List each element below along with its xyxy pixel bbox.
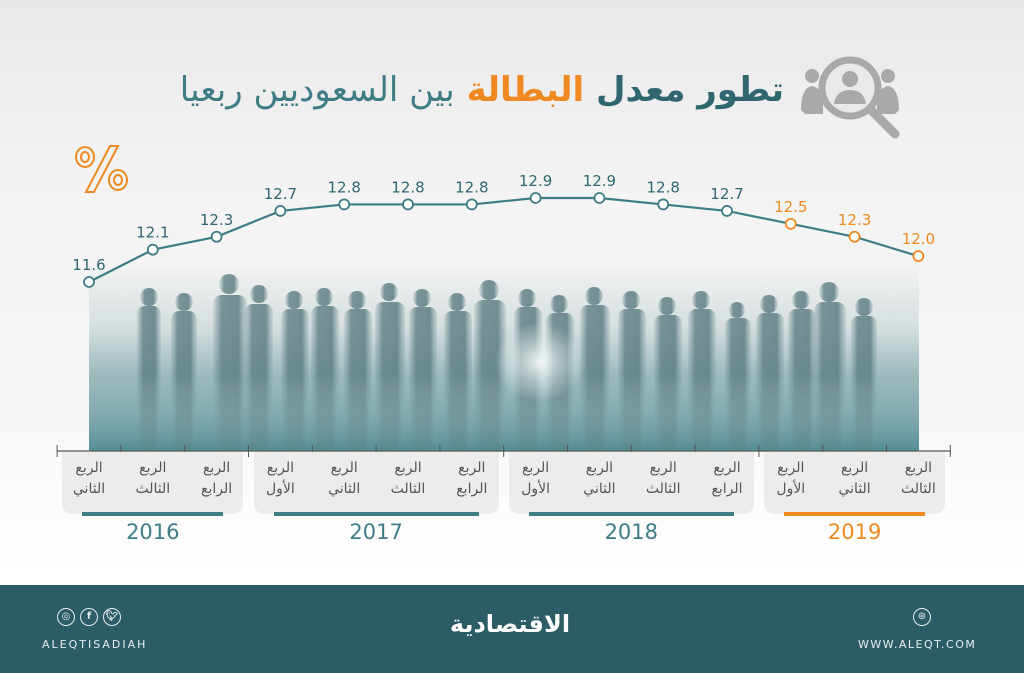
data-value-label: 12.5 (774, 198, 807, 216)
quarter-label: الربع الثاني (838, 460, 871, 497)
chart-title: تطور معدل البطالة بين السعوديين ربعيا (180, 68, 784, 112)
data-point (593, 192, 606, 204)
data-value-label: 12.8 (327, 178, 360, 196)
data-value-label: 12.3 (838, 211, 871, 229)
data-point (529, 192, 542, 204)
data-point (210, 230, 223, 243)
data-point (83, 276, 95, 288)
quarter-label: الربع الأول (776, 460, 806, 497)
brand-logo: الاقتصادية (449, 610, 571, 638)
data-value-label: 12.3 (200, 211, 233, 229)
quarter-label: الربع الثاني (583, 460, 616, 497)
year-label: 2018 (604, 520, 659, 544)
data-value-label: 12.7 (710, 185, 743, 203)
year-panel-2017 (253, 452, 499, 514)
year-underline (783, 512, 926, 516)
year-label: 2017 (349, 520, 403, 544)
quarter-label: الربع الثالث (645, 460, 681, 497)
website-url[interactable]: WWW.ALEQT.COM (858, 638, 977, 651)
year-label: 2016 (126, 520, 180, 544)
data-point (402, 198, 414, 211)
data-point (721, 205, 733, 217)
title-part-2: البطالة (466, 70, 585, 110)
data-value-label: 12.0 (902, 230, 935, 248)
quarter-label: الربع الثاني (328, 460, 361, 497)
quarter-label: الربع الثالث (135, 460, 171, 497)
quarter-label: الربع الثاني (72, 460, 106, 497)
quarter-label: الربع الثالث (390, 460, 426, 497)
footer (0, 585, 1024, 673)
crowd-silhouette-image (89, 262, 919, 451)
data-point (465, 198, 478, 211)
data-point (657, 198, 670, 211)
title-part-1: تطور معدل (596, 70, 784, 110)
quarter-label: الربع الأول (521, 460, 550, 497)
quarter-label: الربع الرابع (456, 460, 488, 497)
data-value-label: 12.1 (136, 224, 169, 242)
data-value-label: 12.9 (583, 172, 616, 190)
instagram-icon[interactable]: ◎ (57, 608, 75, 626)
year-label: 2019 (827, 520, 882, 544)
data-point (912, 250, 925, 263)
year-underline (273, 512, 479, 516)
data-value-label: 12.8 (646, 178, 679, 196)
data-point (146, 243, 159, 256)
quarter-label: الربع الأول (265, 460, 295, 497)
data-point (338, 198, 351, 211)
data-value-label: 12.8 (455, 178, 488, 196)
quarter-label: الربع الثالث (901, 460, 936, 497)
social-icons: ◎ f 🐦︎ (57, 608, 121, 626)
percent-unit-icon (72, 143, 134, 199)
data-point (784, 217, 797, 230)
data-value-label: 12.9 (519, 172, 552, 190)
year-underline (528, 512, 734, 516)
year-panel-2016 (62, 452, 244, 514)
year-underline (82, 512, 224, 516)
twitter-icon[interactable]: 🐦︎ (103, 608, 121, 626)
year-panel-2019 (763, 452, 946, 514)
quarter-label: الربع الرابع (711, 460, 743, 497)
data-line (88, 196, 919, 283)
data-point (274, 205, 287, 217)
quarter-label: الربع الرابع (201, 460, 233, 497)
title-part-3: بين السعوديين ربعيا (179, 70, 455, 110)
data-value-label: 12.8 (391, 178, 424, 196)
search-people-icon (795, 48, 905, 140)
facebook-icon[interactable]: f (80, 608, 98, 626)
data-point (848, 230, 861, 243)
data-value-label: 11.6 (72, 256, 105, 274)
data-value-label: 12.7 (264, 185, 297, 203)
social-handle: ALEQTISADIAH (42, 638, 148, 651)
globe-icon: ⊛ (913, 608, 931, 626)
year-panel-2018 (508, 452, 754, 514)
